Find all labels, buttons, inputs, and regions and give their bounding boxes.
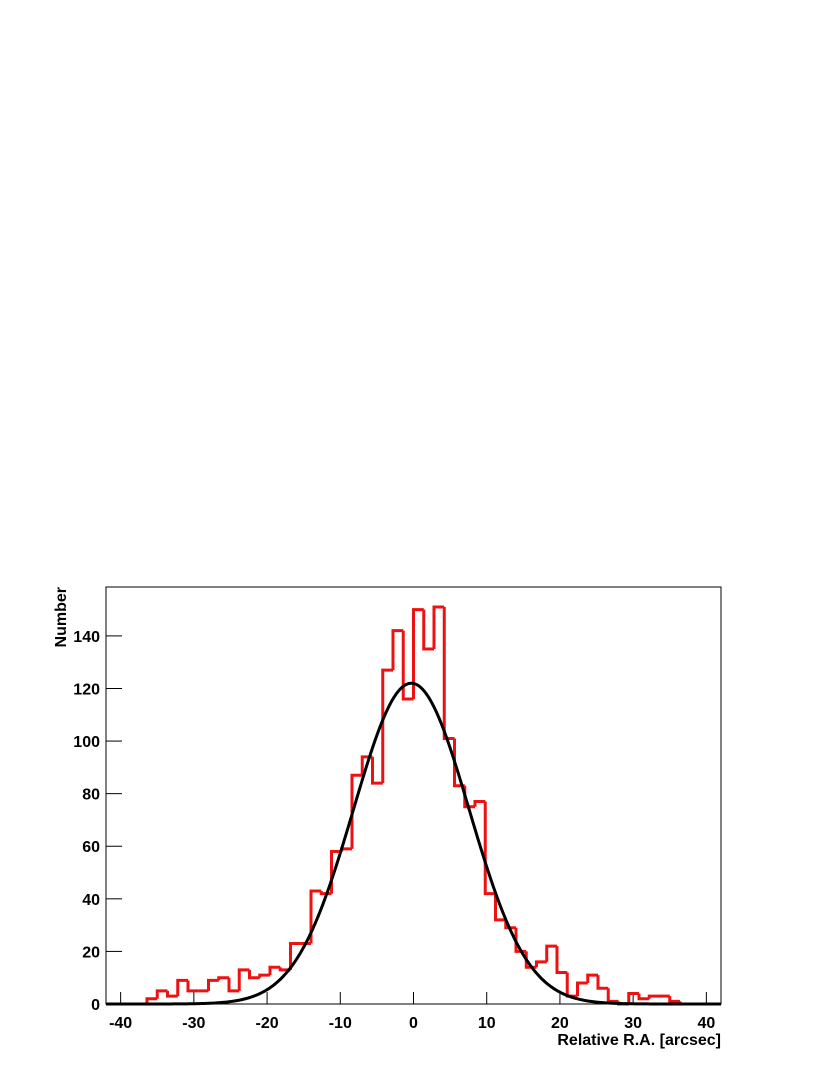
histogram-bin [145,997,158,1004]
y-tick-label: 20 [82,944,100,961]
y-tick-label: 0 [91,997,100,1014]
histogram-bin [350,773,363,849]
y-tick-label: 80 [82,787,100,804]
histogram-bin [668,996,680,1003]
histogram-bin [186,980,199,993]
histogram-bin [227,977,240,993]
histogram-bin [176,978,188,997]
x-tick-label: -30 [182,1015,205,1032]
y-tick-label: 140 [73,629,100,646]
y-tick-label: 60 [82,839,100,856]
histogram-bin [268,965,281,976]
histogram-bin [391,629,404,671]
y-tick-label: 40 [82,892,100,909]
histogram-bin [401,630,414,701]
histogram-bin [237,968,250,991]
histogram-bin [442,606,455,740]
histogram-bin [637,993,650,1001]
histogram-bin [248,969,260,980]
histogram-bin [535,960,547,968]
fit-curve [106,681,721,1006]
histogram-bin [545,944,557,962]
y-tick-label: 100 [73,734,100,751]
histogram-bin [432,605,445,650]
histogram-bin [155,989,168,999]
histogram-bin [606,988,619,1003]
histogram-bin [289,942,301,970]
histogram-bin [627,991,639,1004]
x-tick-label: 20 [551,1015,569,1032]
histogram-bin [258,973,270,978]
x-axis-label: Relative R.A. [arcsec] [557,1032,721,1049]
x-tick-label: 0 [409,1015,418,1032]
histogram-bin [576,981,588,997]
histogram-bin [514,927,527,953]
x-tick-label: -20 [256,1015,279,1032]
histogram-bin [647,994,660,999]
x-tick-label: 10 [478,1015,496,1032]
y-tick-label: 120 [73,681,100,698]
histogram-bin [381,668,393,784]
histogram-bin [565,972,578,998]
histogram-bin [412,608,424,700]
histogram-bin [596,975,609,990]
histogram-bin [309,889,322,944]
histogram-bin [555,946,568,974]
histogram-bin [473,800,486,807]
x-tick-label: -10 [329,1015,352,1032]
histogram-bin [422,609,434,651]
histogram-bin [217,976,229,981]
x-tick-label: 30 [624,1015,642,1032]
histogram-bin [494,893,506,922]
y-axis-label: Number [53,587,70,647]
x-tick-label: 40 [697,1015,715,1032]
histogram-bin [586,973,598,983]
x-tick-label: -40 [109,1015,132,1032]
histogram-bin [207,978,219,991]
histogram-bin [166,990,178,998]
histogram-bin [340,847,352,852]
histogram-bin [371,756,383,785]
histogram-bin [483,801,496,896]
